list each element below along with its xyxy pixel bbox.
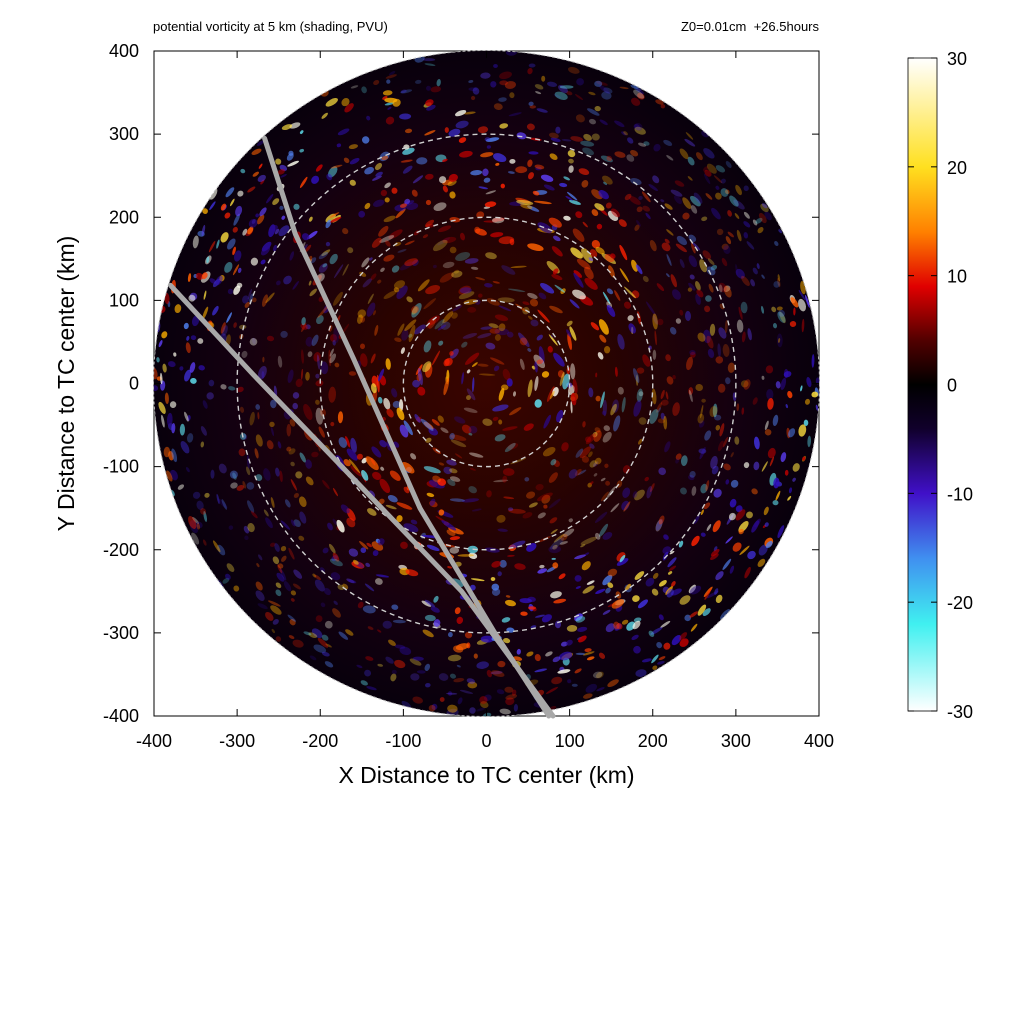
x-tick-label: 400 [804, 731, 834, 751]
colorbar-tick-label: 30 [947, 49, 967, 69]
x-tick-label: -400 [136, 731, 172, 751]
y-axis-label: Y Distance to TC center (km) [53, 236, 79, 532]
y-tick-label: -400 [103, 706, 139, 726]
y-tick-label: 0 [129, 374, 139, 394]
domain-boundary [153, 50, 820, 717]
x-tick-label: 100 [555, 731, 585, 751]
y-tick-label: 400 [109, 41, 139, 61]
colorbar-tick-label: 0 [947, 376, 957, 396]
x-tick-label: -200 [302, 731, 338, 751]
y-tick-label: -100 [103, 457, 139, 477]
track-line [168, 282, 556, 719]
colorbar-tick-label: -30 [947, 702, 973, 722]
range-ring [319, 216, 654, 551]
colorbar-tick-label: 10 [947, 267, 967, 287]
x-tick-label: 0 [481, 731, 491, 751]
y-tick-label: -300 [103, 623, 139, 643]
y-tick-label: -200 [103, 540, 139, 560]
colorbar-tick-label: 20 [947, 158, 967, 178]
x-axis-label: X Distance to TC center (km) [338, 762, 634, 788]
range-ring [402, 299, 571, 468]
colorbar-tick-label: -20 [947, 593, 973, 613]
pv-field-background [153, 50, 820, 717]
colorbar-tick-label: -10 [947, 484, 973, 504]
x-tick-label: 200 [638, 731, 668, 751]
x-tick-label: -100 [385, 731, 421, 751]
range-ring [236, 133, 737, 634]
y-tick-label: 300 [109, 124, 139, 144]
chart-subtitle: Z0=0.01cm +26.5hours [680, 19, 819, 34]
y-tick-label: 100 [109, 290, 139, 310]
chart-title: potential vorticity at 5 km (shading, PV… [153, 19, 388, 34]
x-tick-label: -300 [219, 731, 255, 751]
x-tick-label: 300 [721, 731, 751, 751]
y-tick-label: 200 [109, 207, 139, 227]
